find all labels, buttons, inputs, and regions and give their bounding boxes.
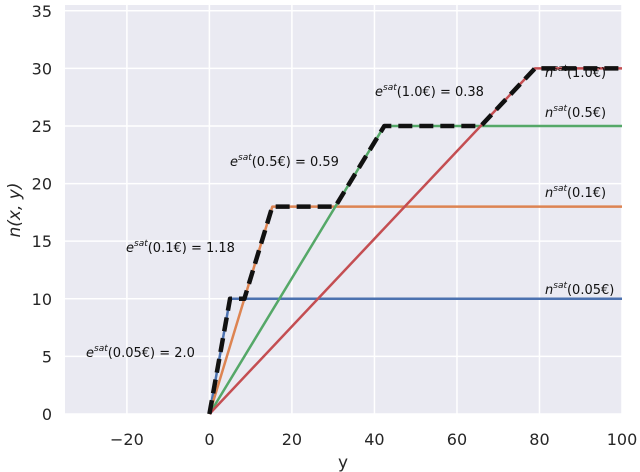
annotation-sup: sat [238, 153, 252, 163]
x-tick-label: 40 [364, 430, 384, 449]
y-tick-label: 15 [32, 232, 52, 251]
x-tick-label: 80 [529, 430, 549, 449]
annotation-rest: (1.0€) = 0.38 [397, 85, 484, 100]
y-tick-label: 35 [32, 2, 52, 21]
annotation-label: nsat(0.1€) [545, 184, 606, 201]
x-tick-label: 100 [607, 430, 638, 449]
annotation-base: e [230, 155, 238, 170]
annotation-label: nsat(1.0€) [545, 64, 606, 81]
annotation-base: e [86, 346, 94, 361]
y-tick-label: 20 [32, 175, 52, 194]
annotation-label: esat(0.5€) = 0.59 [230, 153, 339, 170]
annotation-rest: (1.0€) [567, 66, 606, 81]
annotation-sup: sat [553, 184, 567, 194]
x-tick-label: 0 [204, 430, 214, 449]
annotation-base: n [545, 66, 553, 81]
series-lines [207, 66, 622, 415]
annotation-base: n [545, 186, 553, 201]
series-line [208, 205, 622, 415]
annotation-rest: (0.5€) = 0.59 [252, 155, 339, 170]
annotation-sup: sat [553, 64, 567, 74]
annotation-rest: (0.1€) [567, 186, 606, 201]
annotation-sup: sat [134, 239, 148, 249]
x-tick-label: −20 [110, 430, 144, 449]
annotation-base: e [126, 241, 134, 256]
annotation-rest: (0.1€) = 1.18 [148, 241, 235, 256]
envelope-dashed-line [207, 66, 622, 415]
y-tick-label: 10 [32, 290, 52, 309]
y-axis-label: n(x, y) [5, 183, 25, 238]
annotation-sup: sat [383, 83, 397, 93]
y-tick-label: 30 [32, 59, 52, 78]
y-tick-label: 0 [42, 405, 52, 424]
annotation-base: n [545, 283, 553, 298]
y-tick-label: 5 [42, 347, 52, 366]
annotation-sup: sat [94, 344, 108, 354]
y-tick-label: 25 [32, 117, 52, 136]
annotation-sup: sat [553, 281, 567, 291]
annotation-rest: (0.05€) [567, 283, 614, 298]
annotation-rest: (0.05€) = 2.0 [108, 346, 195, 361]
annotation-sup: sat [553, 104, 567, 114]
annotation-label: nsat(0.05€) [545, 281, 614, 298]
x-tick-label: 60 [447, 430, 467, 449]
annotation-label: esat(1.0€) = 0.38 [375, 83, 484, 100]
x-tick-label: 20 [282, 430, 302, 449]
annotation-base: n [545, 106, 553, 121]
annotation-base: e [375, 85, 383, 100]
annotation-label: esat(0.05€) = 2.0 [86, 344, 195, 361]
tick-labels: −20 0 20 40 60 80 100 0 5 10 15 20 25 30 35 [32, 2, 638, 449]
annotation-label: esat(0.1€) = 1.18 [126, 239, 235, 256]
annotation-rest: (0.5€) [567, 106, 606, 121]
annotation-label: nsat(0.5€) [545, 104, 606, 121]
x-axis-label: y [338, 453, 348, 472]
